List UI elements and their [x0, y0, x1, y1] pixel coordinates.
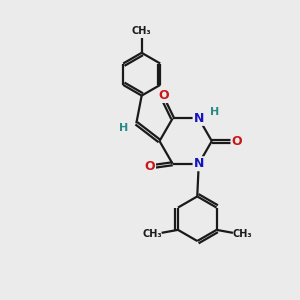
- Text: CH₃: CH₃: [132, 26, 152, 36]
- Text: N: N: [194, 112, 204, 125]
- Text: CH₃: CH₃: [142, 229, 162, 239]
- Text: N: N: [194, 157, 204, 170]
- Text: CH₃: CH₃: [232, 229, 252, 239]
- Text: H: H: [119, 123, 128, 133]
- Text: H: H: [210, 107, 219, 117]
- Text: O: O: [232, 135, 242, 148]
- Text: O: O: [144, 160, 155, 173]
- Text: O: O: [158, 89, 169, 102]
